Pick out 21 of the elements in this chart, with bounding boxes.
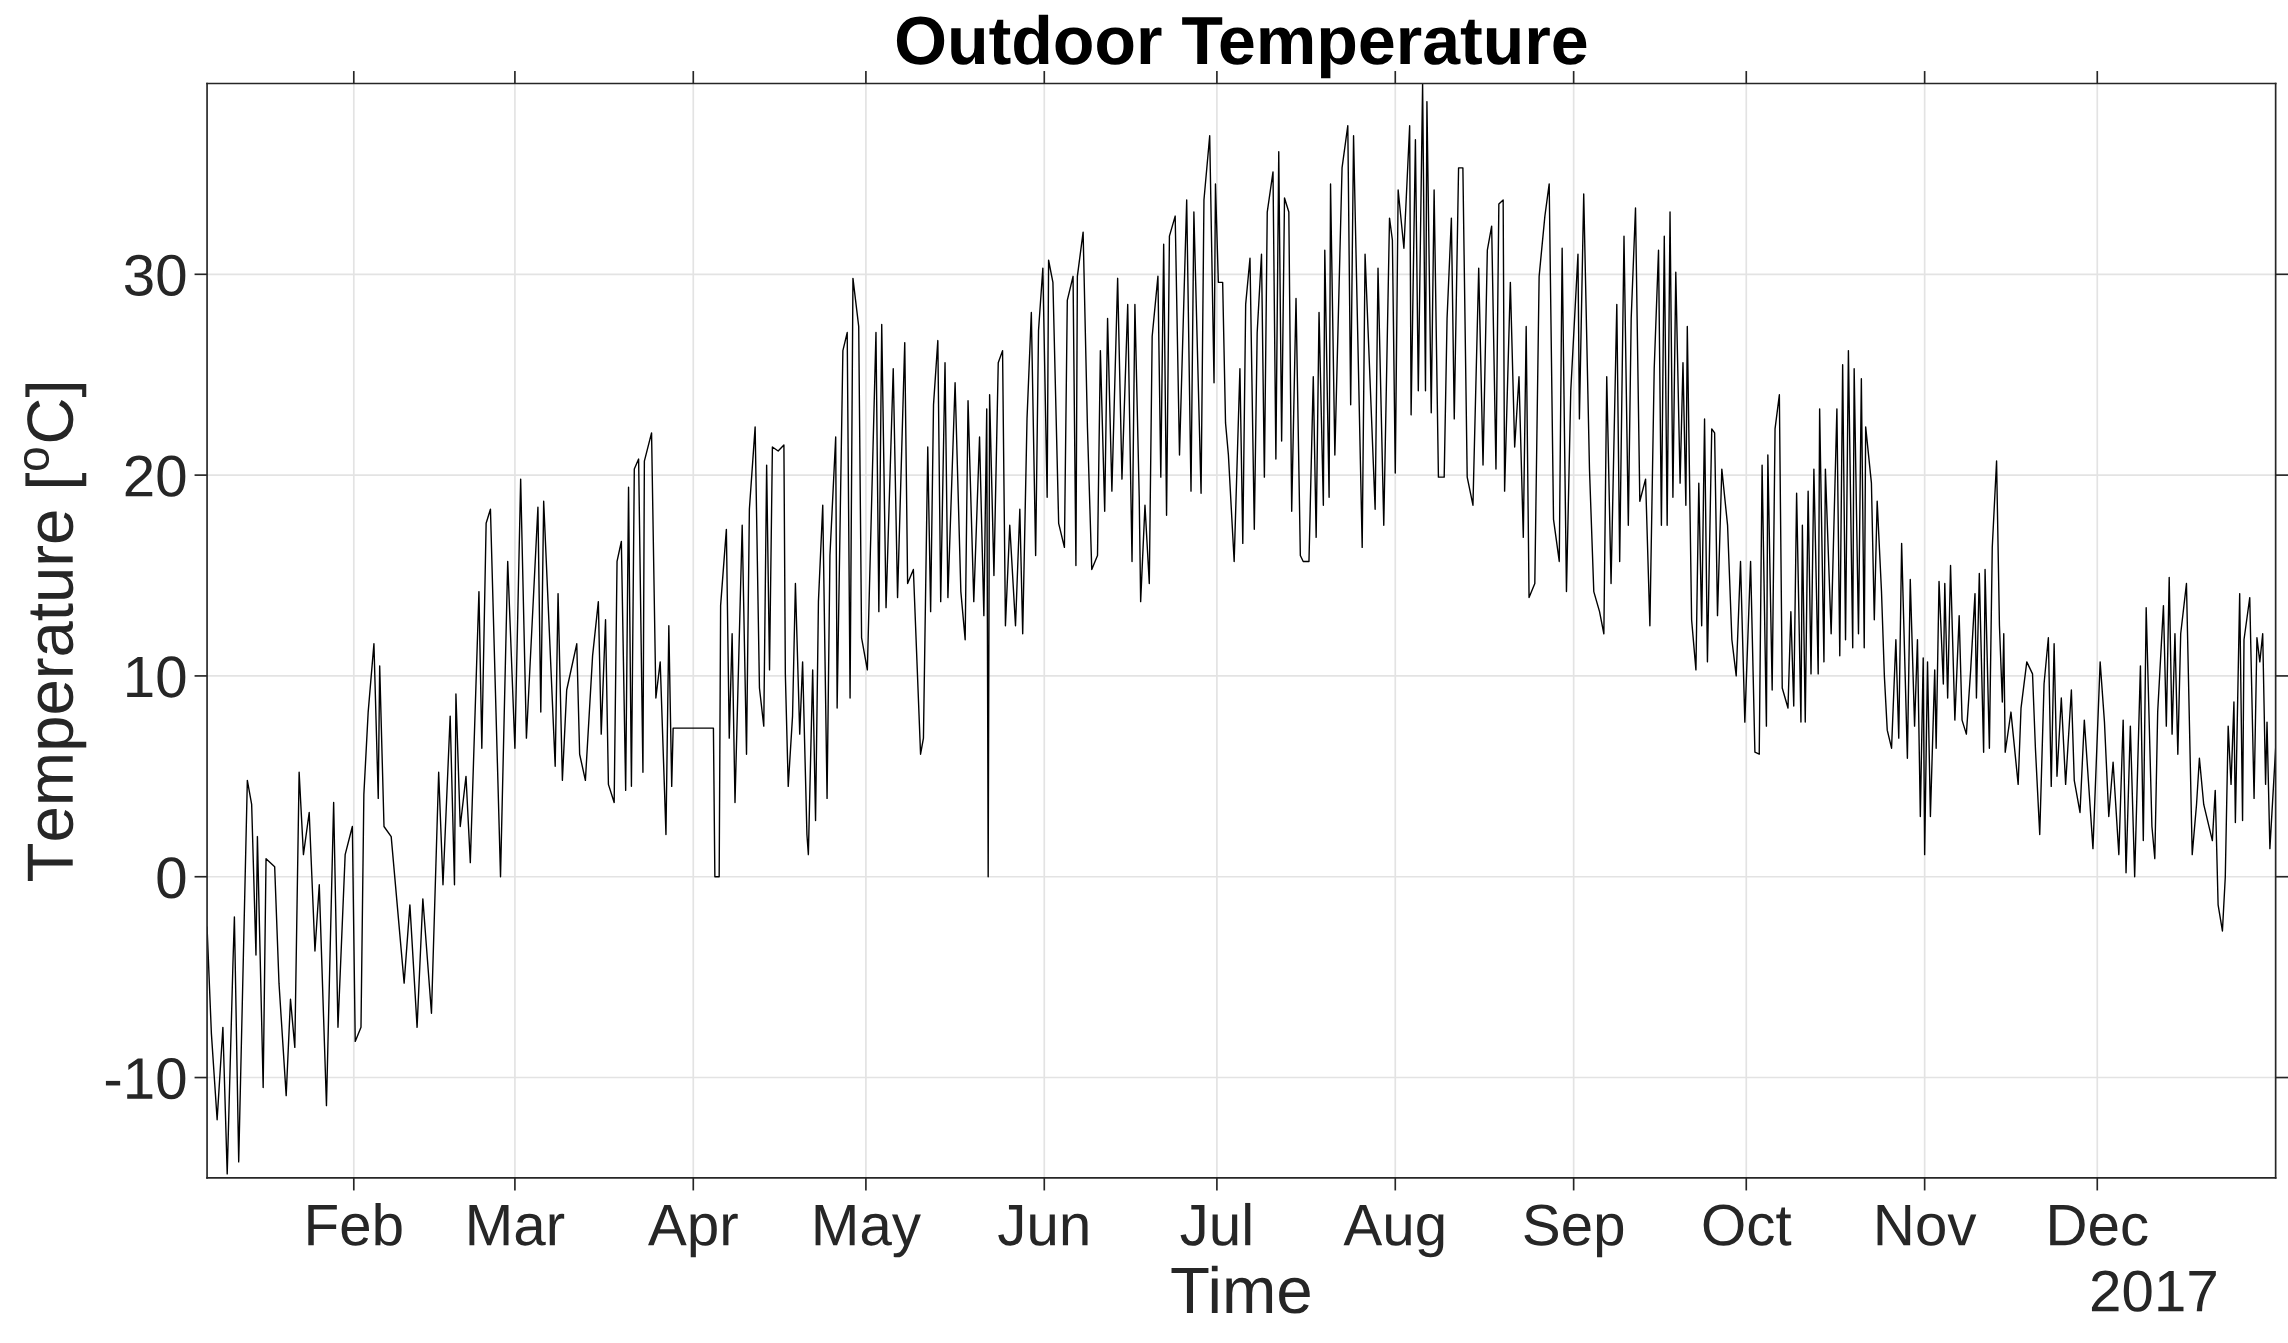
text: 2017 xyxy=(2091,1270,2216,1312)
y-tick-label: 30 xyxy=(124,254,186,297)
y-axis-title: Temperature [$^{o}$C] xyxy=(23,384,87,881)
chart-title: Outdoor Temperature xyxy=(896,14,1587,79)
x-tick-label: Feb xyxy=(308,1202,402,1246)
x-tick-label: May xyxy=(815,1205,921,1258)
line-series xyxy=(207,83,2276,1175)
x-tick-label: Apr xyxy=(648,1205,738,1258)
x-tick-label: Jul xyxy=(1180,1202,1251,1246)
y-tick-label: 20 xyxy=(125,455,186,497)
y-tick-label: 0 xyxy=(157,857,186,899)
x-axis-title: Time xyxy=(1171,1265,1310,1314)
x-tick-label: Oct xyxy=(1703,1204,1792,1246)
x-tick-label: Mar xyxy=(469,1205,565,1246)
x-tick-label: Jun xyxy=(998,1205,1088,1246)
y-tick-label: 10 xyxy=(127,656,186,698)
x-tick-label: Sep xyxy=(1524,1204,1624,1258)
x-tick-label: Nov xyxy=(1877,1205,1977,1246)
x-tick-label: Dec xyxy=(2050,1205,2148,1246)
x-tick-label: Aug xyxy=(1343,1205,1444,1258)
y-tick-label: -10 xyxy=(105,1057,186,1100)
